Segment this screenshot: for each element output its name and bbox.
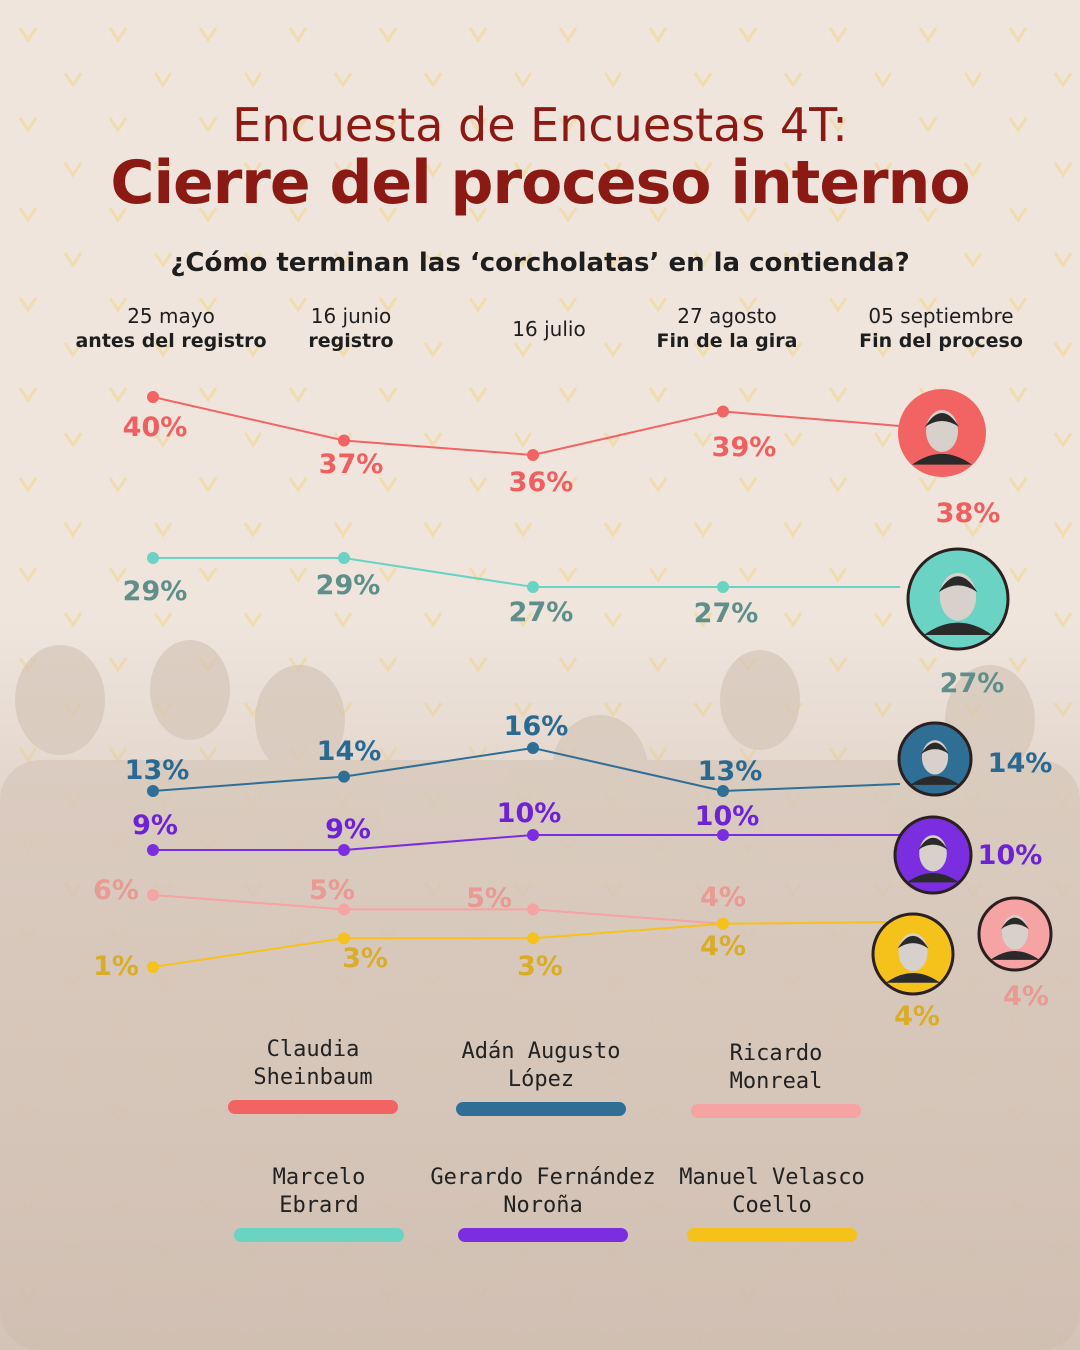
data-label-sheinbaum-3: 36% <box>509 467 574 498</box>
date-label-3: 16 julio <box>512 317 586 341</box>
data-label-sheinbaum-2: 37% <box>319 449 384 480</box>
avatar-velasco <box>871 912 955 996</box>
data-point-ebrard-4 <box>717 581 729 593</box>
data-point-norona-1 <box>147 844 159 856</box>
data-point-norona-2 <box>338 844 350 856</box>
title-line-2: Cierre del proceso interno <box>110 148 970 218</box>
data-label-ebrard-4: 27% <box>694 598 759 629</box>
legend-swatch-sheinbaum <box>228 1100 398 1114</box>
legend-sheinbaum: Claudia Sheinbaum <box>193 1036 433 1114</box>
date-label-1: 25 mayo antes del registro <box>75 304 267 352</box>
data-label-velasco-2: 3% <box>342 943 388 974</box>
data-point-velasco-3 <box>527 932 539 945</box>
data-label-ebrard-3: 27% <box>509 597 574 628</box>
data-label-monreal-5: 4% <box>1003 981 1049 1012</box>
legend-adan-augusto: Adán Augusto López <box>421 1038 661 1116</box>
series-ebrard: 29% 29% 27% 27% 27% <box>123 547 1010 699</box>
series-velasco: 1% 3% 3% 4% 4% <box>93 912 955 1032</box>
legend-norona: Gerardo Fernández Noroña <box>423 1164 663 1242</box>
date-label-4: 27 agosto Fin de la gira <box>656 304 798 352</box>
data-point-velasco-4 <box>717 917 729 930</box>
data-point-norona-4 <box>717 829 729 841</box>
data-point-sheinbaum-1 <box>147 391 159 403</box>
data-point-ebrard-3 <box>527 581 539 593</box>
legend-ebrard: Marcelo Ebrard <box>199 1164 439 1242</box>
legend-swatch-velasco <box>687 1228 857 1242</box>
data-label-sheinbaum-4: 39% <box>712 432 777 463</box>
legend-swatch-monreal <box>691 1104 861 1118</box>
legend-swatch-norona <box>458 1228 628 1242</box>
data-label-monreal-1: 6% <box>93 875 139 906</box>
date-label-2: 16 junio registro <box>308 304 394 352</box>
data-label-adan-augusto-5: 14% <box>988 748 1053 779</box>
series-line-sheinbaum <box>152 396 901 457</box>
legend-velasco: Manuel Velasco Coello <box>652 1164 892 1242</box>
legend-swatch-adan-augusto <box>456 1102 626 1116</box>
data-label-norona-3: 10% <box>497 798 562 829</box>
data-point-monreal-2 <box>338 903 350 916</box>
data-label-sheinbaum-5: 38% <box>936 498 1001 529</box>
data-label-adan-augusto-3: 16% <box>504 711 569 742</box>
series-monreal: 6% 5% 5% 4% 4% <box>93 875 1053 1012</box>
avatar-monreal <box>977 896 1053 972</box>
data-point-norona-3 <box>527 829 539 841</box>
legend-monreal: Ricardo Monreal <box>656 1040 896 1118</box>
data-label-adan-augusto-4: 13% <box>698 756 763 787</box>
data-label-ebrard-2: 29% <box>316 570 381 601</box>
data-label-ebrard-5: 27% <box>940 668 1005 699</box>
series-line-norona <box>153 834 900 851</box>
data-label-velasco-4: 4% <box>700 931 746 962</box>
data-point-adan-augusto-3 <box>527 742 539 754</box>
data-label-velasco-1: 1% <box>93 951 139 982</box>
date-label-5: 05 septiembre Fin del proceso <box>859 304 1023 352</box>
series-norona: 9% 9% 10% 10% 10% <box>132 798 1043 895</box>
line-chart: 40%37%36%39%38%29% 29%27% 27%27%13%14%16%1… <box>93 389 1053 1032</box>
data-label-monreal-3: 5% <box>466 883 512 914</box>
data-point-adan-augusto-2 <box>338 770 350 783</box>
data-label-norona-1: 9% <box>132 810 178 841</box>
avatar-sheinbaum <box>898 389 986 477</box>
data-point-ebrard-2 <box>338 552 350 564</box>
data-label-norona-4: 10% <box>695 801 760 832</box>
series-line-adan-augusto <box>152 746 901 793</box>
data-point-monreal-1 <box>147 889 159 901</box>
avatar-adan-augusto <box>897 721 973 797</box>
data-point-adan-augusto-1 <box>147 785 159 797</box>
title-line-1: Encuesta de Encuestas 4T: <box>232 98 848 152</box>
data-label-monreal-2: 5% <box>309 875 355 906</box>
avatar-ebrard <box>906 547 1010 651</box>
data-point-monreal-3 <box>527 903 539 916</box>
data-label-ebrard-1: 29% <box>123 576 188 607</box>
data-label-adan-augusto-1: 13% <box>125 755 190 786</box>
series-line-ebrard <box>153 557 900 588</box>
data-label-adan-augusto-2: 14% <box>317 736 382 767</box>
series-sheinbaum: 40% 37% 36% 39% 38% <box>123 389 1001 529</box>
avatar-norona <box>893 815 973 895</box>
data-point-ebrard-1 <box>147 552 159 564</box>
series-adan-augusto: 13% 14% 16% 13% 14% <box>125 711 1053 797</box>
data-point-sheinbaum-3 <box>527 449 539 461</box>
data-label-velasco-3: 3% <box>517 951 563 982</box>
series-line-monreal <box>152 894 901 925</box>
legend-swatch-ebrard <box>234 1228 404 1242</box>
data-point-adan-augusto-4 <box>717 785 729 797</box>
data-label-norona-2: 9% <box>325 814 371 845</box>
data-point-velasco-1 <box>147 961 159 973</box>
data-point-velasco-2 <box>338 932 350 945</box>
data-label-monreal-4: 4% <box>700 882 746 913</box>
data-label-velasco-5: 4% <box>894 1001 940 1032</box>
chart-question: ¿Cómo terminan las ‘corcholatas’ en la c… <box>170 248 910 278</box>
data-point-sheinbaum-2 <box>338 434 350 447</box>
data-label-norona-5: 10% <box>978 840 1043 871</box>
data-label-sheinbaum-1: 40% <box>123 412 188 443</box>
data-point-sheinbaum-4 <box>717 405 729 418</box>
